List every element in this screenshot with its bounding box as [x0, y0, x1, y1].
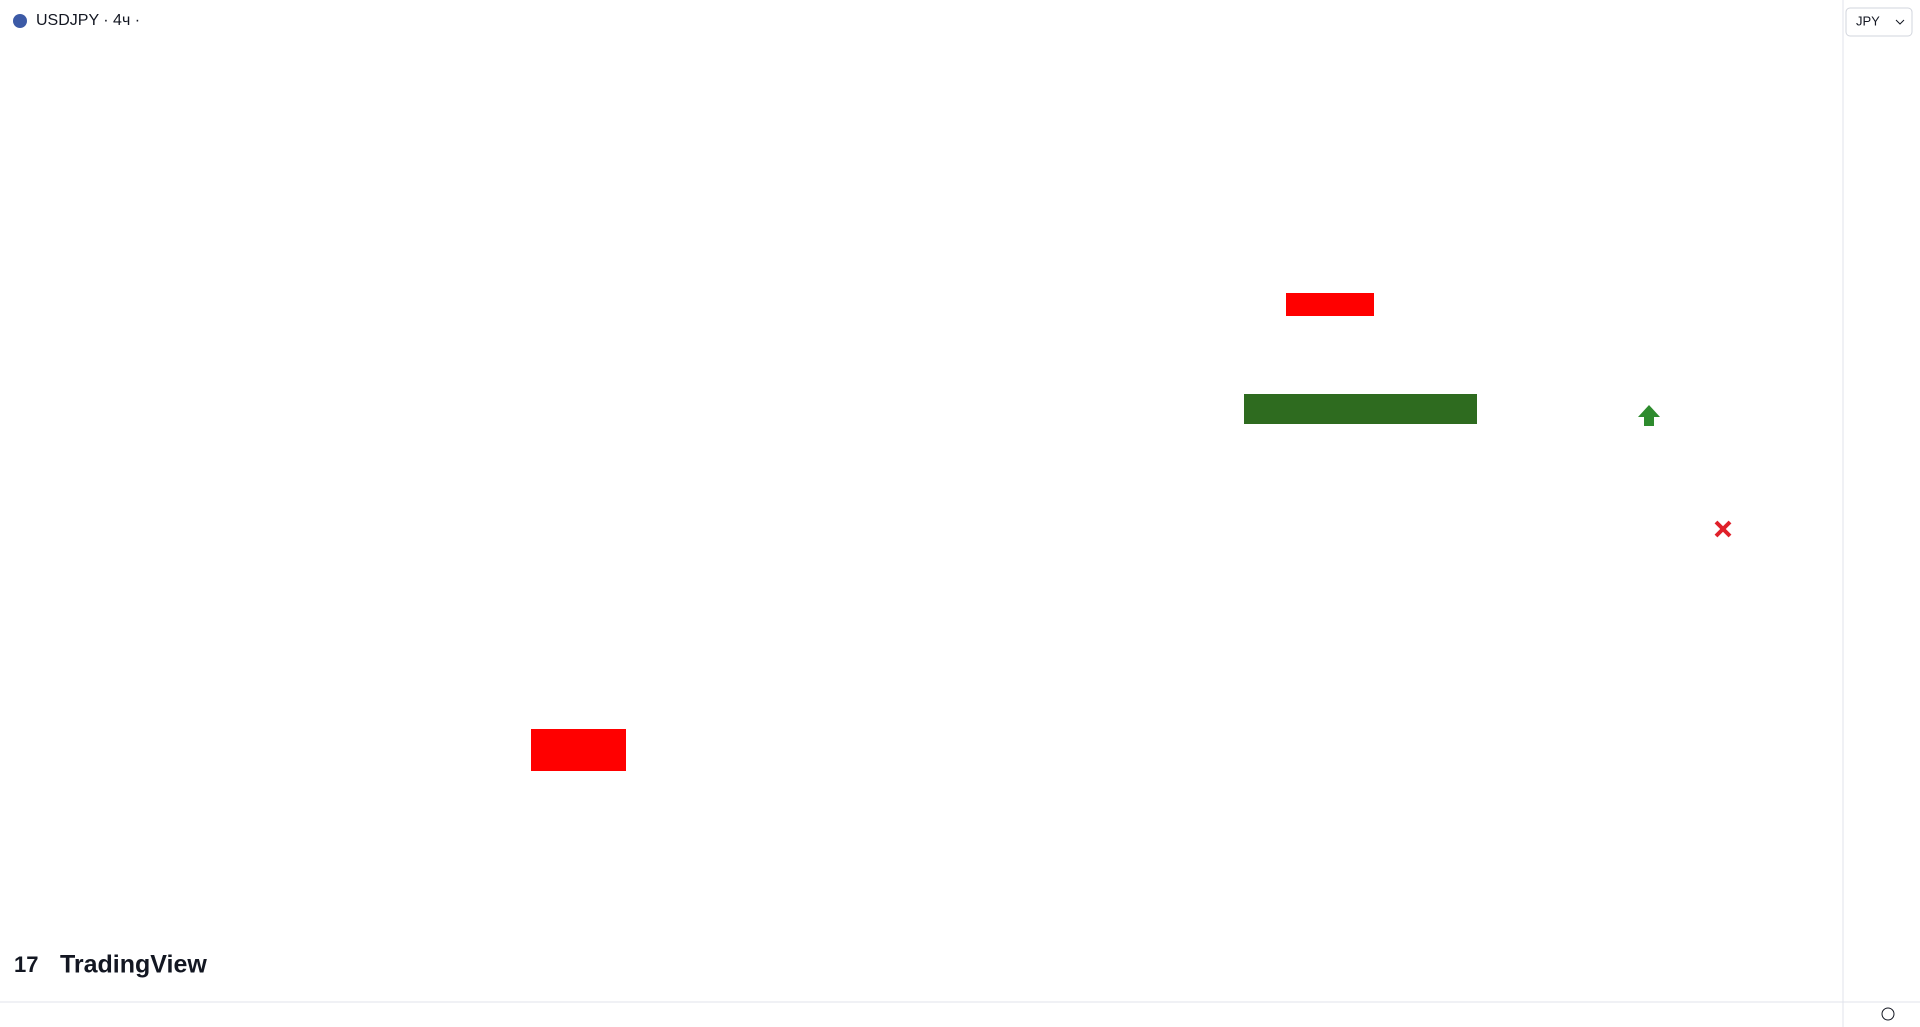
stop-mark	[1714, 520, 1732, 538]
settings-icon[interactable]	[1881, 1007, 1895, 1021]
supply-zone	[531, 729, 626, 771]
logo-mark: 17	[14, 952, 38, 977]
up-arrow	[1638, 405, 1660, 426]
symbol-title[interactable]: USDJPY · 4ч ·	[36, 12, 140, 29]
currency-select[interactable]	[1845, 7, 1913, 37]
dropdown-caret	[1895, 19, 1905, 25]
demand-zone	[1244, 394, 1477, 424]
currency-label[interactable]: JPY	[1856, 13, 1880, 28]
logo-text: TradingView	[60, 951, 207, 979]
flag-icon	[13, 14, 27, 28]
supply-zone	[1286, 293, 1374, 316]
